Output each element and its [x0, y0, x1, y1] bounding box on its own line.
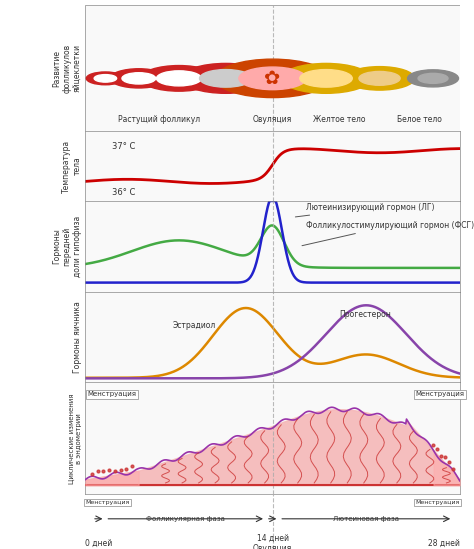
Point	[445, 457, 453, 466]
Text: 28 дней: 28 дней	[428, 539, 460, 548]
Point	[100, 467, 107, 475]
Point	[441, 453, 449, 462]
Circle shape	[418, 74, 448, 83]
Text: Менструация: Менструация	[88, 391, 137, 397]
Text: Растущий фолликул: Растущий фолликул	[118, 115, 200, 124]
Circle shape	[282, 64, 371, 93]
Text: ✿: ✿	[264, 69, 281, 88]
Point	[105, 466, 113, 475]
Point	[111, 467, 118, 475]
Point	[433, 445, 441, 453]
Point	[128, 461, 136, 470]
Circle shape	[94, 75, 117, 82]
Text: 36° C: 36° C	[112, 188, 136, 197]
Text: Желтое тело: Желтое тело	[313, 115, 365, 124]
Text: Менструация: Менструация	[85, 500, 129, 505]
Text: Температура
тела: Температура тела	[62, 139, 82, 193]
Text: Развитие
фолликулов
яйцеклетки: Развитие фолликулов яйцеклетки	[52, 44, 82, 93]
Point	[88, 469, 96, 478]
Text: Гормоны яичника: Гормоны яичника	[73, 301, 82, 373]
Text: Лютеиновая фаза: Лютеиновая фаза	[333, 516, 399, 522]
Circle shape	[300, 70, 352, 87]
Circle shape	[215, 59, 330, 98]
Text: Эстрадиол: Эстрадиол	[172, 321, 216, 330]
Point	[94, 467, 101, 475]
Text: 37° C: 37° C	[112, 142, 136, 151]
Circle shape	[408, 70, 458, 87]
Text: Менструация: Менструация	[416, 500, 460, 505]
Text: Лютеинизирующий гормон (ЛГ): Лютеинизирующий гормон (ЛГ)	[295, 203, 435, 217]
Point	[429, 441, 437, 450]
Text: Фолликулярная фаза: Фолликулярная фаза	[146, 516, 225, 522]
Bar	[85, 5, 460, 131]
Circle shape	[359, 71, 400, 85]
Point	[437, 452, 445, 461]
Circle shape	[156, 71, 201, 86]
Circle shape	[345, 66, 415, 90]
Circle shape	[86, 72, 125, 85]
Circle shape	[200, 70, 252, 87]
Point	[117, 466, 125, 474]
Text: Гормоны
передней
доли гипофиза: Гормоны передней доли гипофиза	[52, 216, 82, 277]
Point	[123, 465, 130, 474]
Text: Менструация: Менструация	[415, 391, 464, 397]
Circle shape	[141, 65, 217, 91]
Text: Прогестерон: Прогестерон	[339, 310, 392, 319]
Text: 0 дней: 0 дней	[85, 539, 112, 548]
Text: Фолликулостимулирующий гормон (ФСГ): Фолликулостимулирующий гормон (ФСГ)	[302, 221, 474, 246]
Text: Белое тело: Белое тело	[397, 115, 442, 124]
Text: Циклические изменения
в эндометрии: Циклические изменения в эндометрии	[68, 393, 82, 484]
Circle shape	[110, 69, 167, 88]
Point	[449, 464, 457, 473]
Circle shape	[239, 67, 306, 89]
Circle shape	[122, 72, 155, 84]
Text: 14 дней
Овуляция: 14 дней Овуляция	[253, 534, 292, 549]
Circle shape	[181, 64, 270, 93]
Text: Овуляция: Овуляция	[253, 115, 292, 124]
